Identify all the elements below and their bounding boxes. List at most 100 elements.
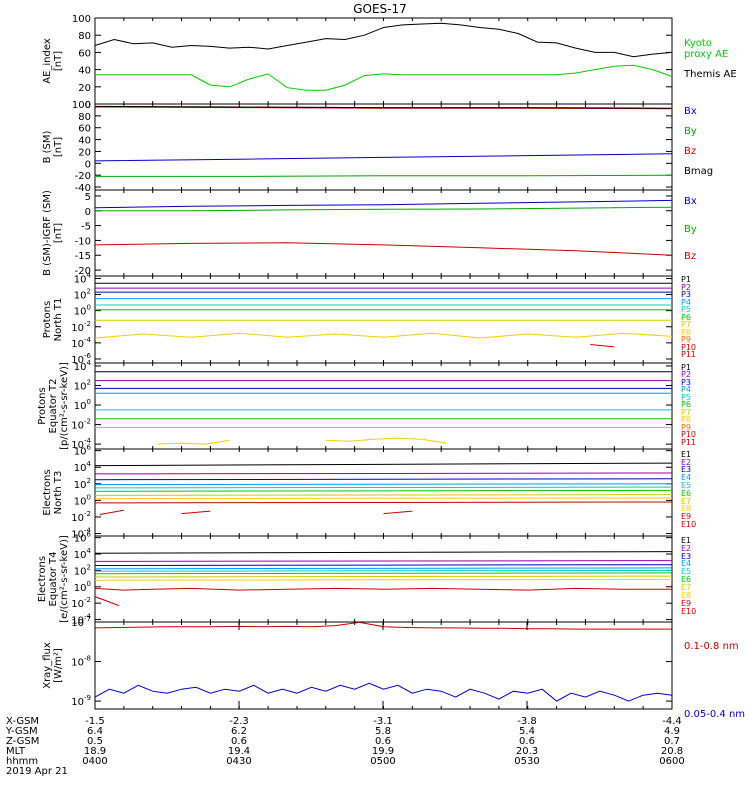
series-line-e9 — [94, 587, 672, 591]
y-tick-label: -10 — [75, 236, 91, 247]
x-row-value: 0500 — [370, 756, 395, 767]
y-axis-label: Protons — [42, 301, 53, 338]
series-line-e4 — [94, 483, 673, 486]
y-tick-label: 10-4 — [71, 613, 91, 627]
series-line-e5 — [94, 486, 673, 489]
series-label: P10 — [681, 343, 696, 352]
series-line-themis-ae — [95, 64, 673, 91]
series-line-e3 — [94, 564, 673, 566]
series-label: P5 — [681, 305, 691, 314]
y-tick-label: 100 — [72, 14, 91, 25]
y-tick-label: 10-4 — [71, 336, 91, 350]
series-label: P6 — [681, 313, 691, 322]
y-tick-label: 40 — [78, 136, 91, 147]
series-label: P9 — [681, 423, 691, 432]
series-label: P11 — [681, 350, 696, 359]
series-label: E1 — [681, 450, 691, 459]
y-axis-label: AE_index — [42, 38, 53, 84]
y-axis-label: Electrons — [42, 469, 53, 515]
y-tick-label: 10-4 — [71, 527, 91, 541]
x-row-label: Z-GSM — [6, 736, 39, 747]
y-tick-label: 102 — [74, 378, 91, 392]
panel-frame — [94, 17, 673, 105]
series-line-bz — [94, 242, 673, 256]
series-label: E9 — [681, 512, 691, 521]
panel-frame — [94, 362, 673, 450]
y-tick-label: 10-6 — [71, 352, 91, 366]
x-row-value: 0.5 — [87, 736, 103, 747]
series-line-by — [95, 174, 673, 177]
y-tick-label: 10-2 — [71, 510, 91, 524]
series-line-p8 — [94, 332, 673, 339]
panel-eet4: 106 104 102 100 10-2 10-4 Electrons Equator T4[… — [37, 531, 696, 627]
y-axis-label: [nT] — [53, 51, 64, 71]
panel-frame — [94, 448, 673, 537]
date-label: 2019 Apr 21 — [6, 766, 68, 777]
y-tick-label: 0 — [85, 159, 91, 170]
x-row-value: 19.4 — [228, 746, 250, 757]
series-label: P11 — [681, 438, 696, 447]
panel-frame — [94, 275, 673, 364]
y-tick-label: -20 — [75, 171, 91, 182]
x-row-value: -2.3 — [229, 716, 249, 727]
y-tick-label: 0 — [85, 100, 91, 111]
panel-frame — [94, 621, 673, 710]
series-line-e10 — [94, 596, 120, 607]
series-label: Kyoto — [684, 38, 712, 49]
y-tick-label: -20 — [75, 266, 91, 277]
series-label: E2 — [681, 544, 691, 553]
y-tick-label: 100 — [74, 304, 91, 318]
y-tick-label: 60 — [78, 124, 91, 135]
y-axis-label: [p/(cm²-s-sr-keV)] — [59, 362, 70, 450]
series-label: P4 — [681, 298, 691, 307]
y-axis-label: Xray_flux — [42, 642, 53, 689]
series-label: P3 — [681, 378, 691, 387]
series-label: E3 — [681, 552, 691, 561]
y-tick-label: 104 — [74, 547, 92, 561]
series-line-p8b — [325, 437, 447, 444]
series-line-e6 — [94, 572, 673, 575]
series-line-e2 — [94, 560, 673, 562]
panel-frame — [94, 535, 673, 623]
x-row-value: 20.3 — [516, 746, 538, 757]
y-tick-label: 5 — [85, 192, 91, 203]
x-row-label: hhmm — [6, 756, 38, 767]
series-line-e8 — [94, 578, 673, 581]
series-label: Bx — [684, 106, 697, 117]
x-row-value: -3.8 — [517, 716, 537, 727]
y-tick-label: 10-9 — [71, 694, 91, 708]
panel-frame — [94, 189, 673, 277]
series-label: E3 — [681, 465, 691, 474]
panel-xray: 10-7 10-8 10-9 Xray_flux [W/m²] 0.1-0.8 nm 0.0… — [42, 615, 745, 720]
series-label: P7 — [681, 320, 691, 329]
x-row-value: 0.6 — [231, 736, 247, 747]
y-tick-label: 10-2 — [71, 320, 91, 334]
x-row-value: 5.8 — [375, 726, 391, 737]
series-line-e1 — [94, 462, 673, 467]
y-axis-label: [e/(cm²-s-sr-keV)] — [59, 535, 70, 623]
x-row-value: 18.9 — [84, 746, 106, 757]
x-row-value: 5.4 — [519, 726, 535, 737]
y-tick-label: 102 — [74, 563, 91, 577]
y-tick-label: 10-7 — [71, 615, 91, 629]
series-line-p8 — [157, 439, 230, 445]
series-line-e9 — [94, 501, 673, 504]
series-line-e8 — [94, 497, 673, 500]
y-tick-label: 20 — [78, 83, 91, 94]
series-line-bx — [94, 153, 673, 162]
series-line-kyoto-proxy-ae — [94, 22, 673, 58]
y-tick-label: 104 — [74, 460, 92, 474]
y-tick-label: 80 — [78, 112, 91, 123]
y-tick-label: 40 — [78, 66, 91, 77]
series-label: P4 — [681, 385, 691, 394]
x-row-value: 0.6 — [375, 736, 391, 747]
series-line-bz — [94, 106, 673, 110]
series-label: E9 — [681, 599, 691, 608]
series-label: P3 — [681, 290, 691, 299]
series-label: Bz — [684, 146, 696, 157]
x-row-value: 0400 — [82, 756, 107, 767]
